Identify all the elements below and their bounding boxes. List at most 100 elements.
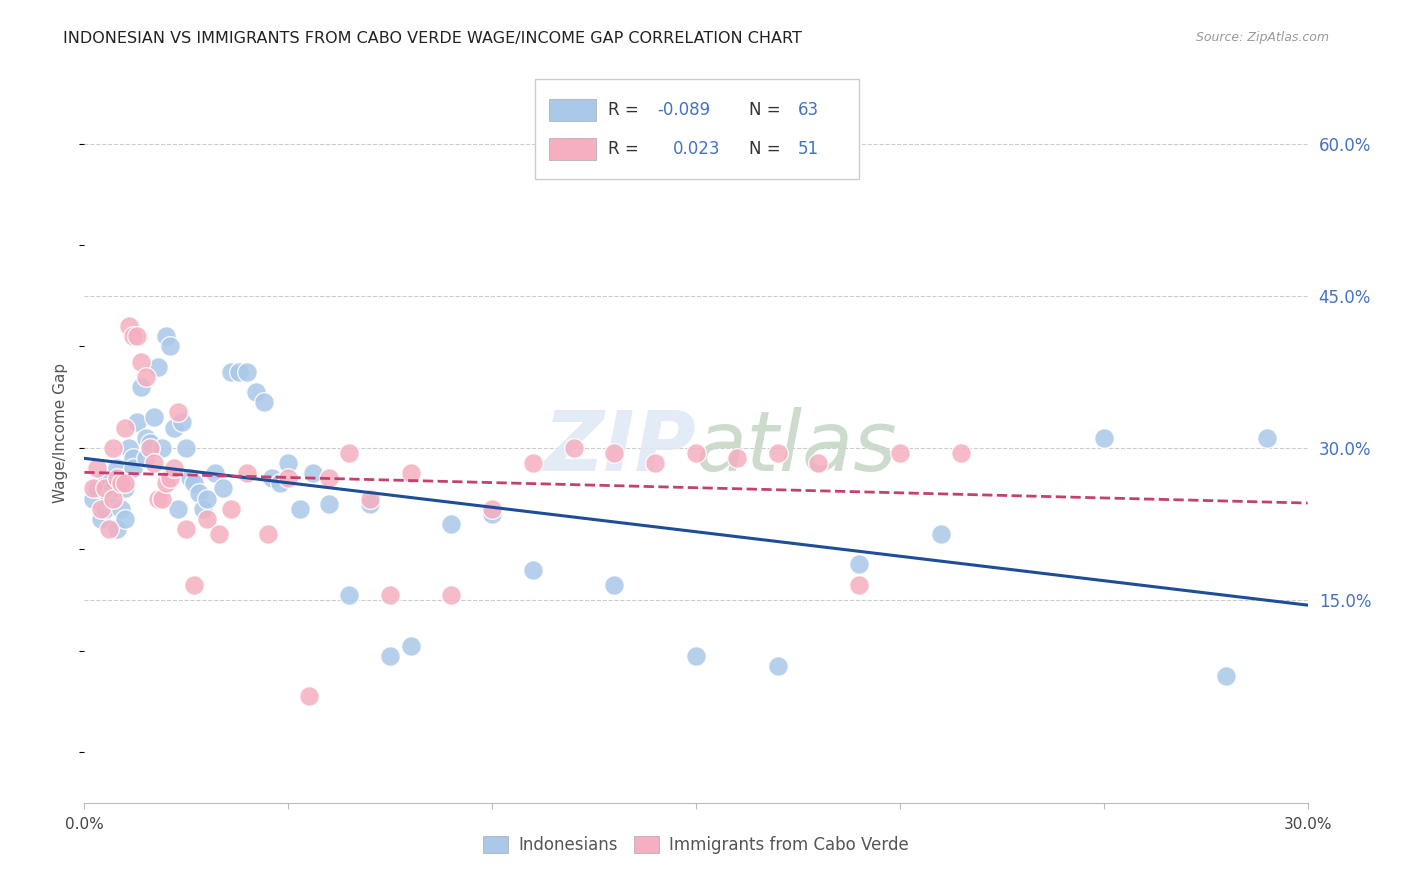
Point [101, 441, 124, 455]
Point [135, 450, 157, 465]
Text: 0.023: 0.023 [672, 140, 720, 158]
Point [301, 466, 323, 480]
Point [127, 416, 149, 430]
Point [236, 466, 259, 480]
Point [122, 461, 145, 475]
Point [1215, 669, 1237, 683]
Point [481, 501, 503, 516]
Point [253, 395, 276, 409]
Point [889, 446, 911, 460]
Point [219, 365, 242, 379]
Point [359, 491, 381, 506]
Point [257, 527, 280, 541]
FancyBboxPatch shape [550, 99, 596, 121]
Point [298, 690, 321, 704]
Point [150, 491, 173, 506]
Point [277, 456, 299, 470]
Point [90, 501, 112, 516]
Point [219, 501, 242, 516]
Text: R =: R = [607, 140, 644, 158]
Point [208, 527, 231, 541]
FancyBboxPatch shape [534, 78, 859, 178]
Point [114, 471, 136, 485]
FancyBboxPatch shape [550, 138, 596, 161]
Point [97, 522, 120, 536]
Point [138, 441, 160, 455]
Point [155, 476, 177, 491]
Point [135, 431, 157, 445]
Point [183, 476, 205, 491]
Point [290, 501, 312, 516]
Point [82, 482, 104, 496]
Point [105, 522, 128, 536]
Point [174, 522, 197, 536]
Point [339, 588, 361, 602]
Text: -0.089: -0.089 [657, 101, 710, 119]
Point [93, 482, 115, 496]
Point [269, 476, 291, 491]
Point [93, 501, 115, 516]
Y-axis label: Wage/Income Gap: Wage/Income Gap [53, 362, 69, 503]
Point [90, 512, 112, 526]
Point [163, 420, 186, 434]
Point [204, 466, 226, 480]
Point [685, 446, 707, 460]
Point [167, 405, 190, 419]
Point [766, 659, 789, 673]
Point [142, 456, 165, 470]
Point [155, 329, 177, 343]
Point [97, 491, 120, 506]
Point [105, 471, 128, 485]
Point [603, 446, 626, 460]
Point [440, 588, 463, 602]
Point [159, 339, 181, 353]
Point [146, 359, 169, 374]
Point [135, 369, 157, 384]
Point [848, 558, 870, 572]
Point [86, 482, 108, 496]
Text: atlas: atlas [696, 407, 897, 488]
Point [236, 365, 259, 379]
Point [318, 471, 340, 485]
Point [114, 512, 136, 526]
Text: ZIP: ZIP [543, 407, 696, 488]
Point [183, 578, 205, 592]
Point [142, 410, 165, 425]
Point [228, 365, 250, 379]
Point [101, 482, 124, 496]
Point [277, 471, 299, 485]
Point [245, 385, 267, 400]
Point [131, 354, 153, 368]
Point [118, 441, 141, 455]
Point [399, 639, 422, 653]
Point [644, 456, 666, 470]
Point [339, 446, 361, 460]
Text: 51: 51 [797, 140, 818, 158]
Point [848, 578, 870, 592]
Point [318, 497, 340, 511]
Text: N =: N = [748, 101, 786, 119]
Point [260, 471, 283, 485]
Point [101, 491, 124, 506]
Point [105, 461, 128, 475]
Point [93, 471, 115, 485]
Point [725, 450, 748, 465]
Point [212, 482, 235, 496]
Point [187, 486, 209, 500]
Point [195, 512, 218, 526]
Point [481, 507, 503, 521]
Point [522, 456, 544, 470]
Point [163, 461, 186, 475]
Point [380, 648, 402, 663]
Point [929, 527, 952, 541]
Point [167, 501, 190, 516]
Point [440, 516, 463, 531]
Point [150, 441, 173, 455]
Point [359, 497, 381, 511]
Point [399, 466, 422, 480]
Point [1092, 431, 1115, 445]
Point [146, 491, 169, 506]
Point [562, 441, 585, 455]
Text: N =: N = [748, 140, 786, 158]
Text: 63: 63 [797, 101, 818, 119]
